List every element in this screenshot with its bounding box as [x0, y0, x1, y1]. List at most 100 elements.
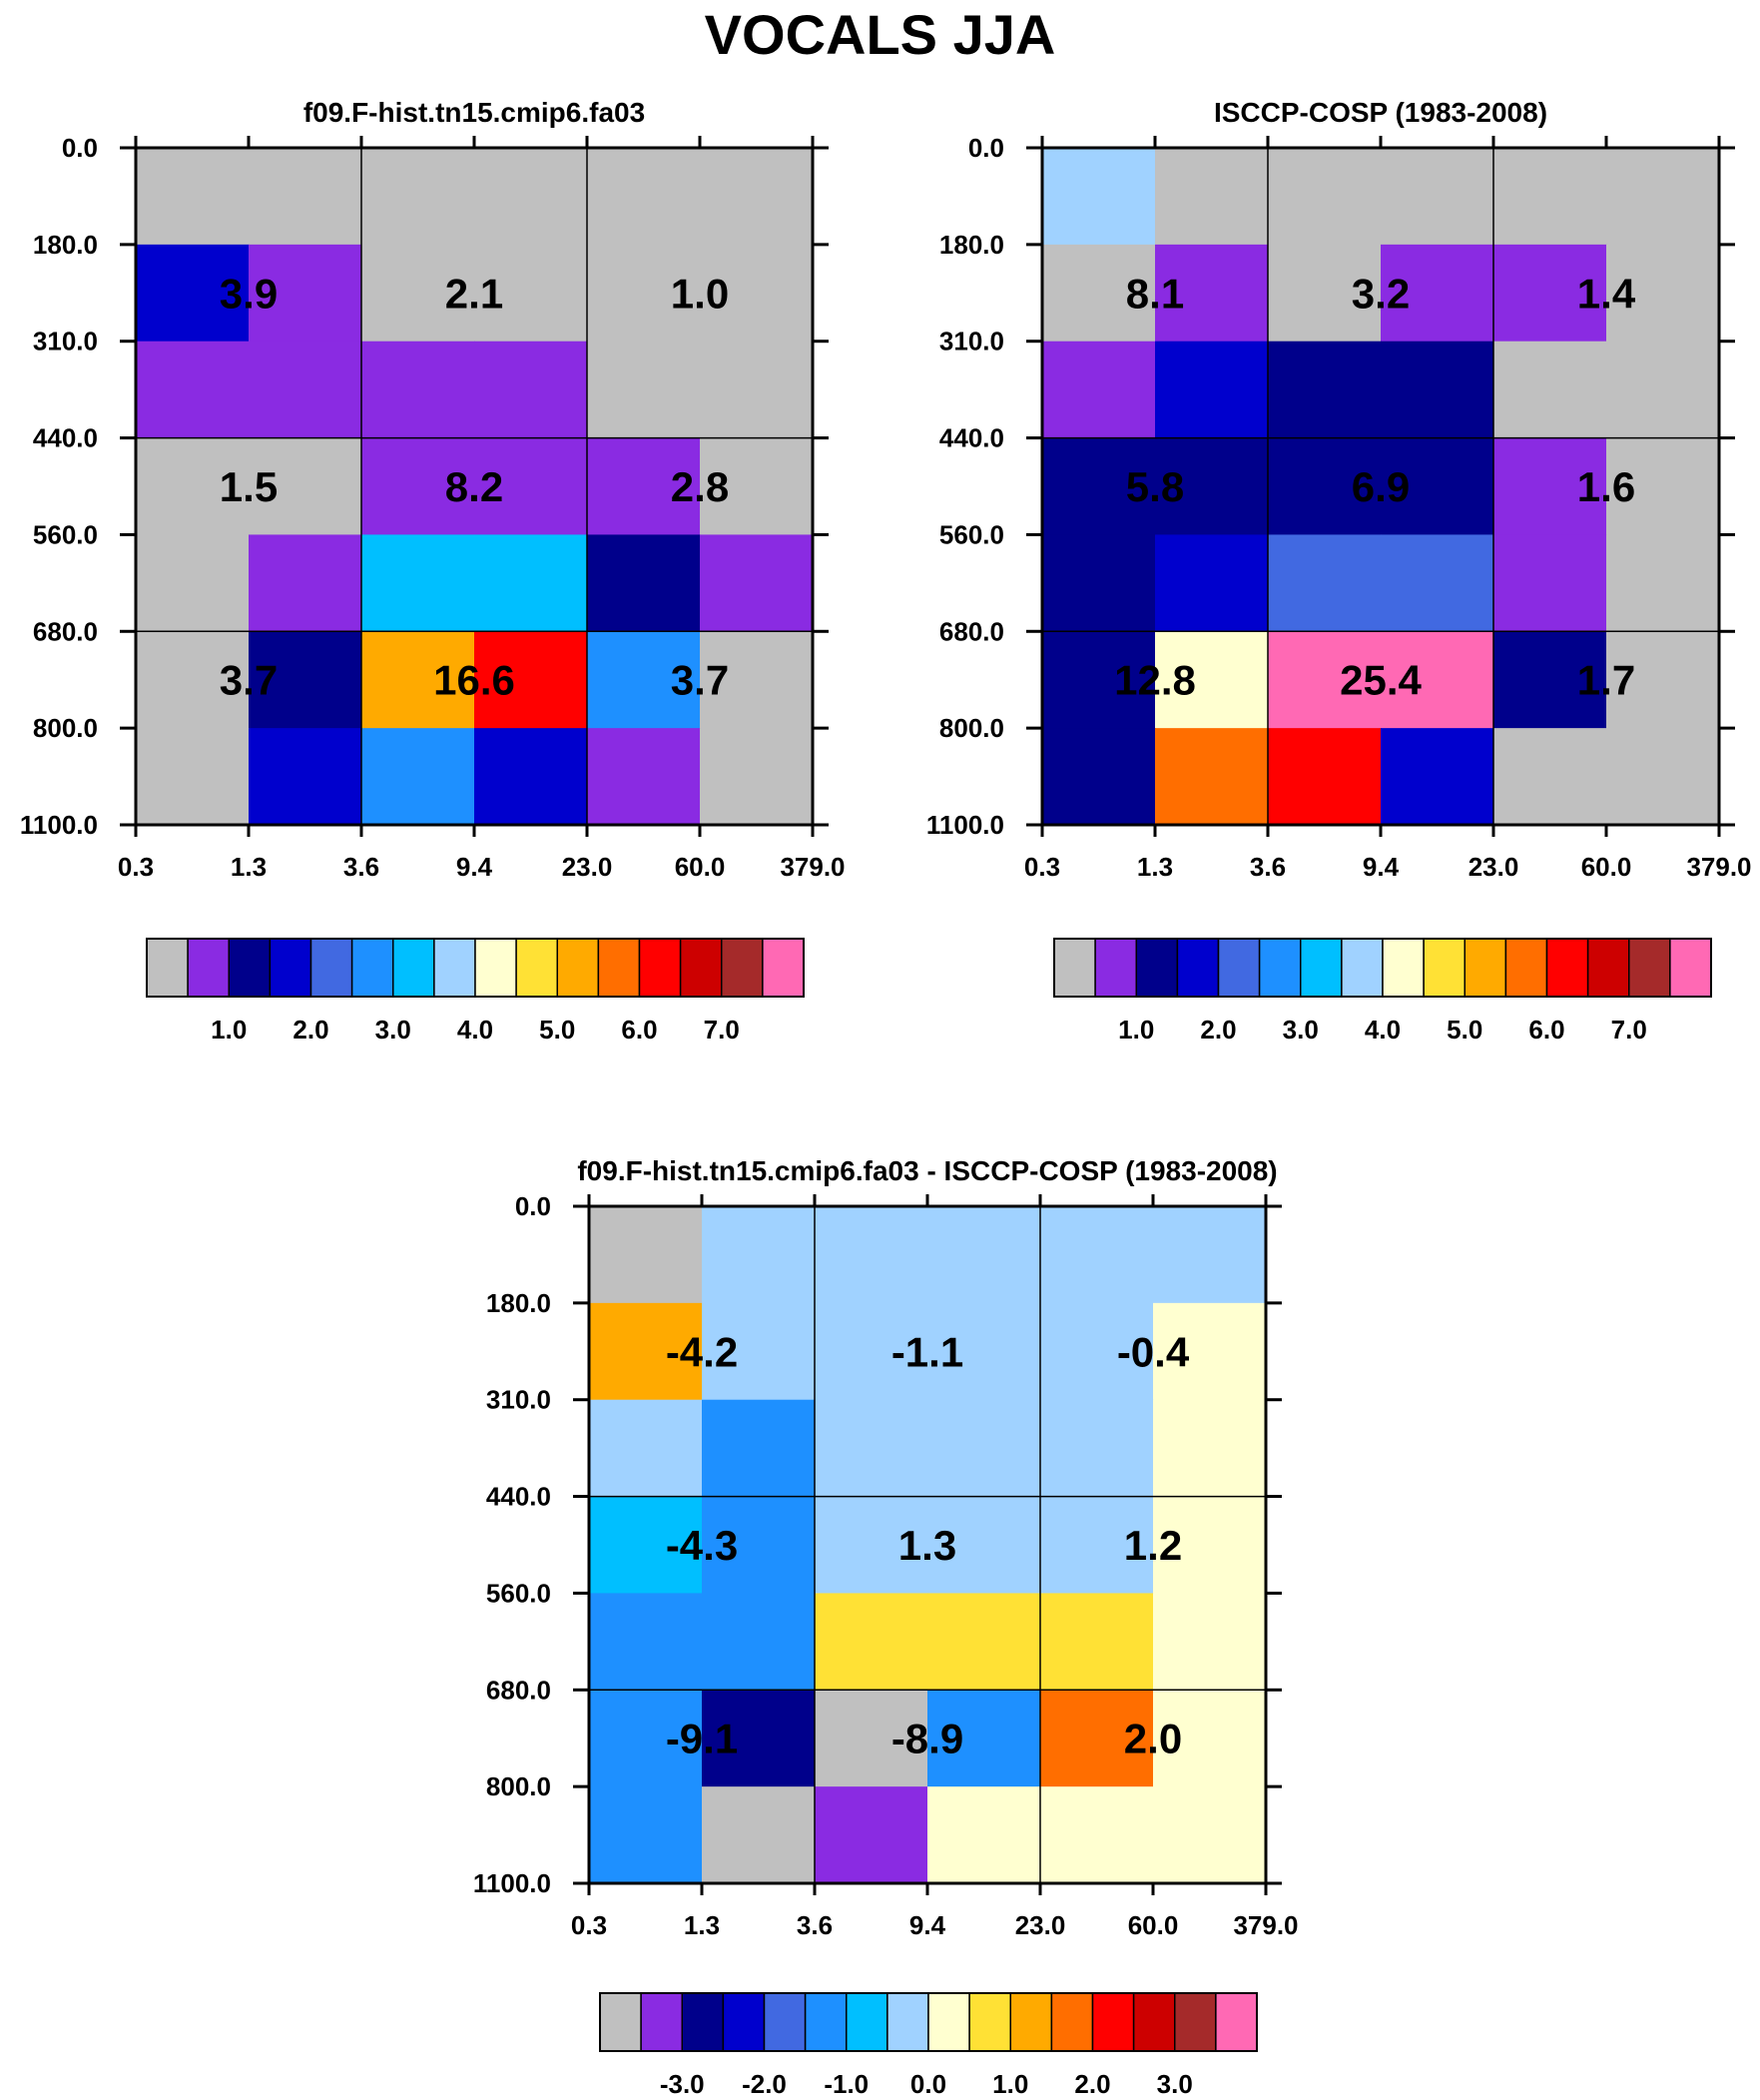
data-label: 8.1 [1126, 270, 1184, 317]
y-tick-label: 1100.0 [926, 810, 1004, 840]
colorbar-box [1053, 938, 1096, 998]
colorbar-label: 1.0 [211, 1015, 247, 1045]
heatmap-cell [1381, 437, 1494, 536]
colorbar-label: -1.0 [824, 2069, 869, 2099]
heatmap-cell [1042, 148, 1156, 246]
x-tick-label: 60.0 [1581, 852, 1632, 882]
heatmap-cell [1606, 534, 1720, 632]
heatmap-cell [700, 728, 814, 826]
colorbar-box [1094, 938, 1137, 998]
heatmap-cell [1153, 1206, 1267, 1304]
colorbar-box [1300, 938, 1343, 998]
colorbar-label: 2.0 [1200, 1015, 1236, 1045]
colorbar-label: 3.0 [375, 1015, 411, 1045]
heatmap-cell [361, 437, 475, 536]
colorbar-box [433, 938, 476, 998]
heatmap-cell [474, 437, 588, 536]
heatmap-cell [700, 244, 814, 343]
colorbar-box [846, 1992, 888, 2052]
colorbar-box [1423, 938, 1466, 998]
heatmap-cell [361, 148, 475, 246]
colorbar-label: 1.0 [992, 2069, 1028, 2099]
y-tick-label: 180.0 [486, 1288, 551, 1318]
x-tick-label: 1.3 [231, 852, 267, 882]
heatmap-cell [702, 1593, 816, 1691]
heatmap-cell [815, 1690, 928, 1787]
panel-title: f09.F-hist.tn15.cmip6.fa03 [303, 97, 645, 128]
panel-2: 0.3 1.3 3.6 9.4 23.0 60.0 379.0 0.0 180.0 310.0 44… [926, 97, 1752, 1045]
heatmap-cell [249, 631, 362, 729]
y-tick-label: 0.0 [515, 1191, 551, 1221]
heatmap-cell [1268, 341, 1382, 439]
heatmap-cell [587, 437, 701, 536]
heatmap-cell [589, 1302, 703, 1401]
y-tick-label: 560.0 [486, 1578, 551, 1608]
colorbar-box [1009, 1992, 1053, 2052]
y-tick-label: 800.0 [486, 1771, 551, 1801]
heatmap-cell [815, 1786, 928, 1884]
heatmap-cell [587, 728, 701, 826]
heatmap-cell [474, 341, 588, 439]
data-label: -4.3 [666, 1522, 738, 1569]
heatmap-cell [927, 1593, 1041, 1691]
heatmap-cell [927, 1206, 1041, 1304]
heatmap-cell [1042, 728, 1156, 826]
heatmap-cell [474, 148, 588, 246]
heatmap-cell [1155, 244, 1269, 343]
heatmap-cell [1268, 148, 1382, 246]
colorbar-label: 6.0 [621, 1015, 657, 1045]
y-tick-label: 680.0 [33, 616, 98, 646]
colorbar-label: 2.0 [1074, 2069, 1110, 2099]
y-tick-label: 1100.0 [473, 1868, 551, 1898]
colorbar-box [638, 938, 682, 998]
colorbar-box [722, 1992, 766, 2052]
x-tick-label: 23.0 [562, 852, 613, 882]
heatmap-cell [702, 1786, 816, 1884]
colorbar-box [146, 938, 189, 998]
heatmap-cell [361, 631, 475, 729]
heatmap-cell [1381, 148, 1494, 246]
heatmap-cell [587, 244, 701, 343]
colorbar-box [1464, 938, 1507, 998]
x-tick-label: 9.4 [909, 1910, 946, 1940]
data-label: 12.8 [1114, 657, 1196, 704]
colorbar-box [1669, 938, 1712, 998]
heatmap-cell [702, 1302, 816, 1401]
colorbar-label: -3.0 [660, 2069, 705, 2099]
heatmap-cell [702, 1399, 816, 1498]
heatmap-cell [1493, 148, 1607, 246]
heatmap-cell [702, 1206, 816, 1304]
data-label: 5.8 [1126, 463, 1184, 510]
panel-title: ISCCP-COSP (1983-2008) [1214, 97, 1547, 128]
x-tick-label: 60.0 [675, 852, 726, 882]
data-label: 1.7 [1577, 657, 1635, 704]
heatmap-cell [1040, 1496, 1154, 1595]
heatmap-cell [927, 1496, 1041, 1595]
heatmap-cell [1040, 1593, 1154, 1691]
data-label: 1.6 [1577, 463, 1635, 510]
x-tick-label: 0.3 [118, 852, 154, 882]
heatmap-cell [1042, 437, 1156, 536]
data-label: 25.4 [1340, 657, 1422, 704]
data-label: 1.2 [1124, 1522, 1182, 1569]
data-label: -8.9 [891, 1716, 963, 1762]
data-label: 3.2 [1352, 270, 1410, 317]
heatmap-cell [249, 148, 362, 246]
colorbar-box [392, 938, 435, 998]
x-tick-label: 60.0 [1128, 1910, 1179, 1940]
heatmap-cell [927, 1302, 1041, 1401]
heatmap-cell [1040, 1206, 1154, 1304]
heatmap-cell [1040, 1399, 1154, 1498]
colorbar-box [1174, 1992, 1217, 2052]
colorbar-box [597, 938, 641, 998]
y-tick-label: 0.0 [62, 133, 98, 163]
colorbar-box [1586, 938, 1630, 998]
data-label: 1.0 [671, 270, 729, 317]
heatmap-cell [1268, 631, 1382, 729]
colorbar-label: 5.0 [539, 1015, 575, 1045]
heatmap-cell [1381, 534, 1494, 632]
colorbar-label: 6.0 [1528, 1015, 1564, 1045]
heatmap-cell [700, 534, 814, 632]
heatmap-cell [1153, 1399, 1267, 1498]
heatmap-cell [474, 631, 588, 729]
